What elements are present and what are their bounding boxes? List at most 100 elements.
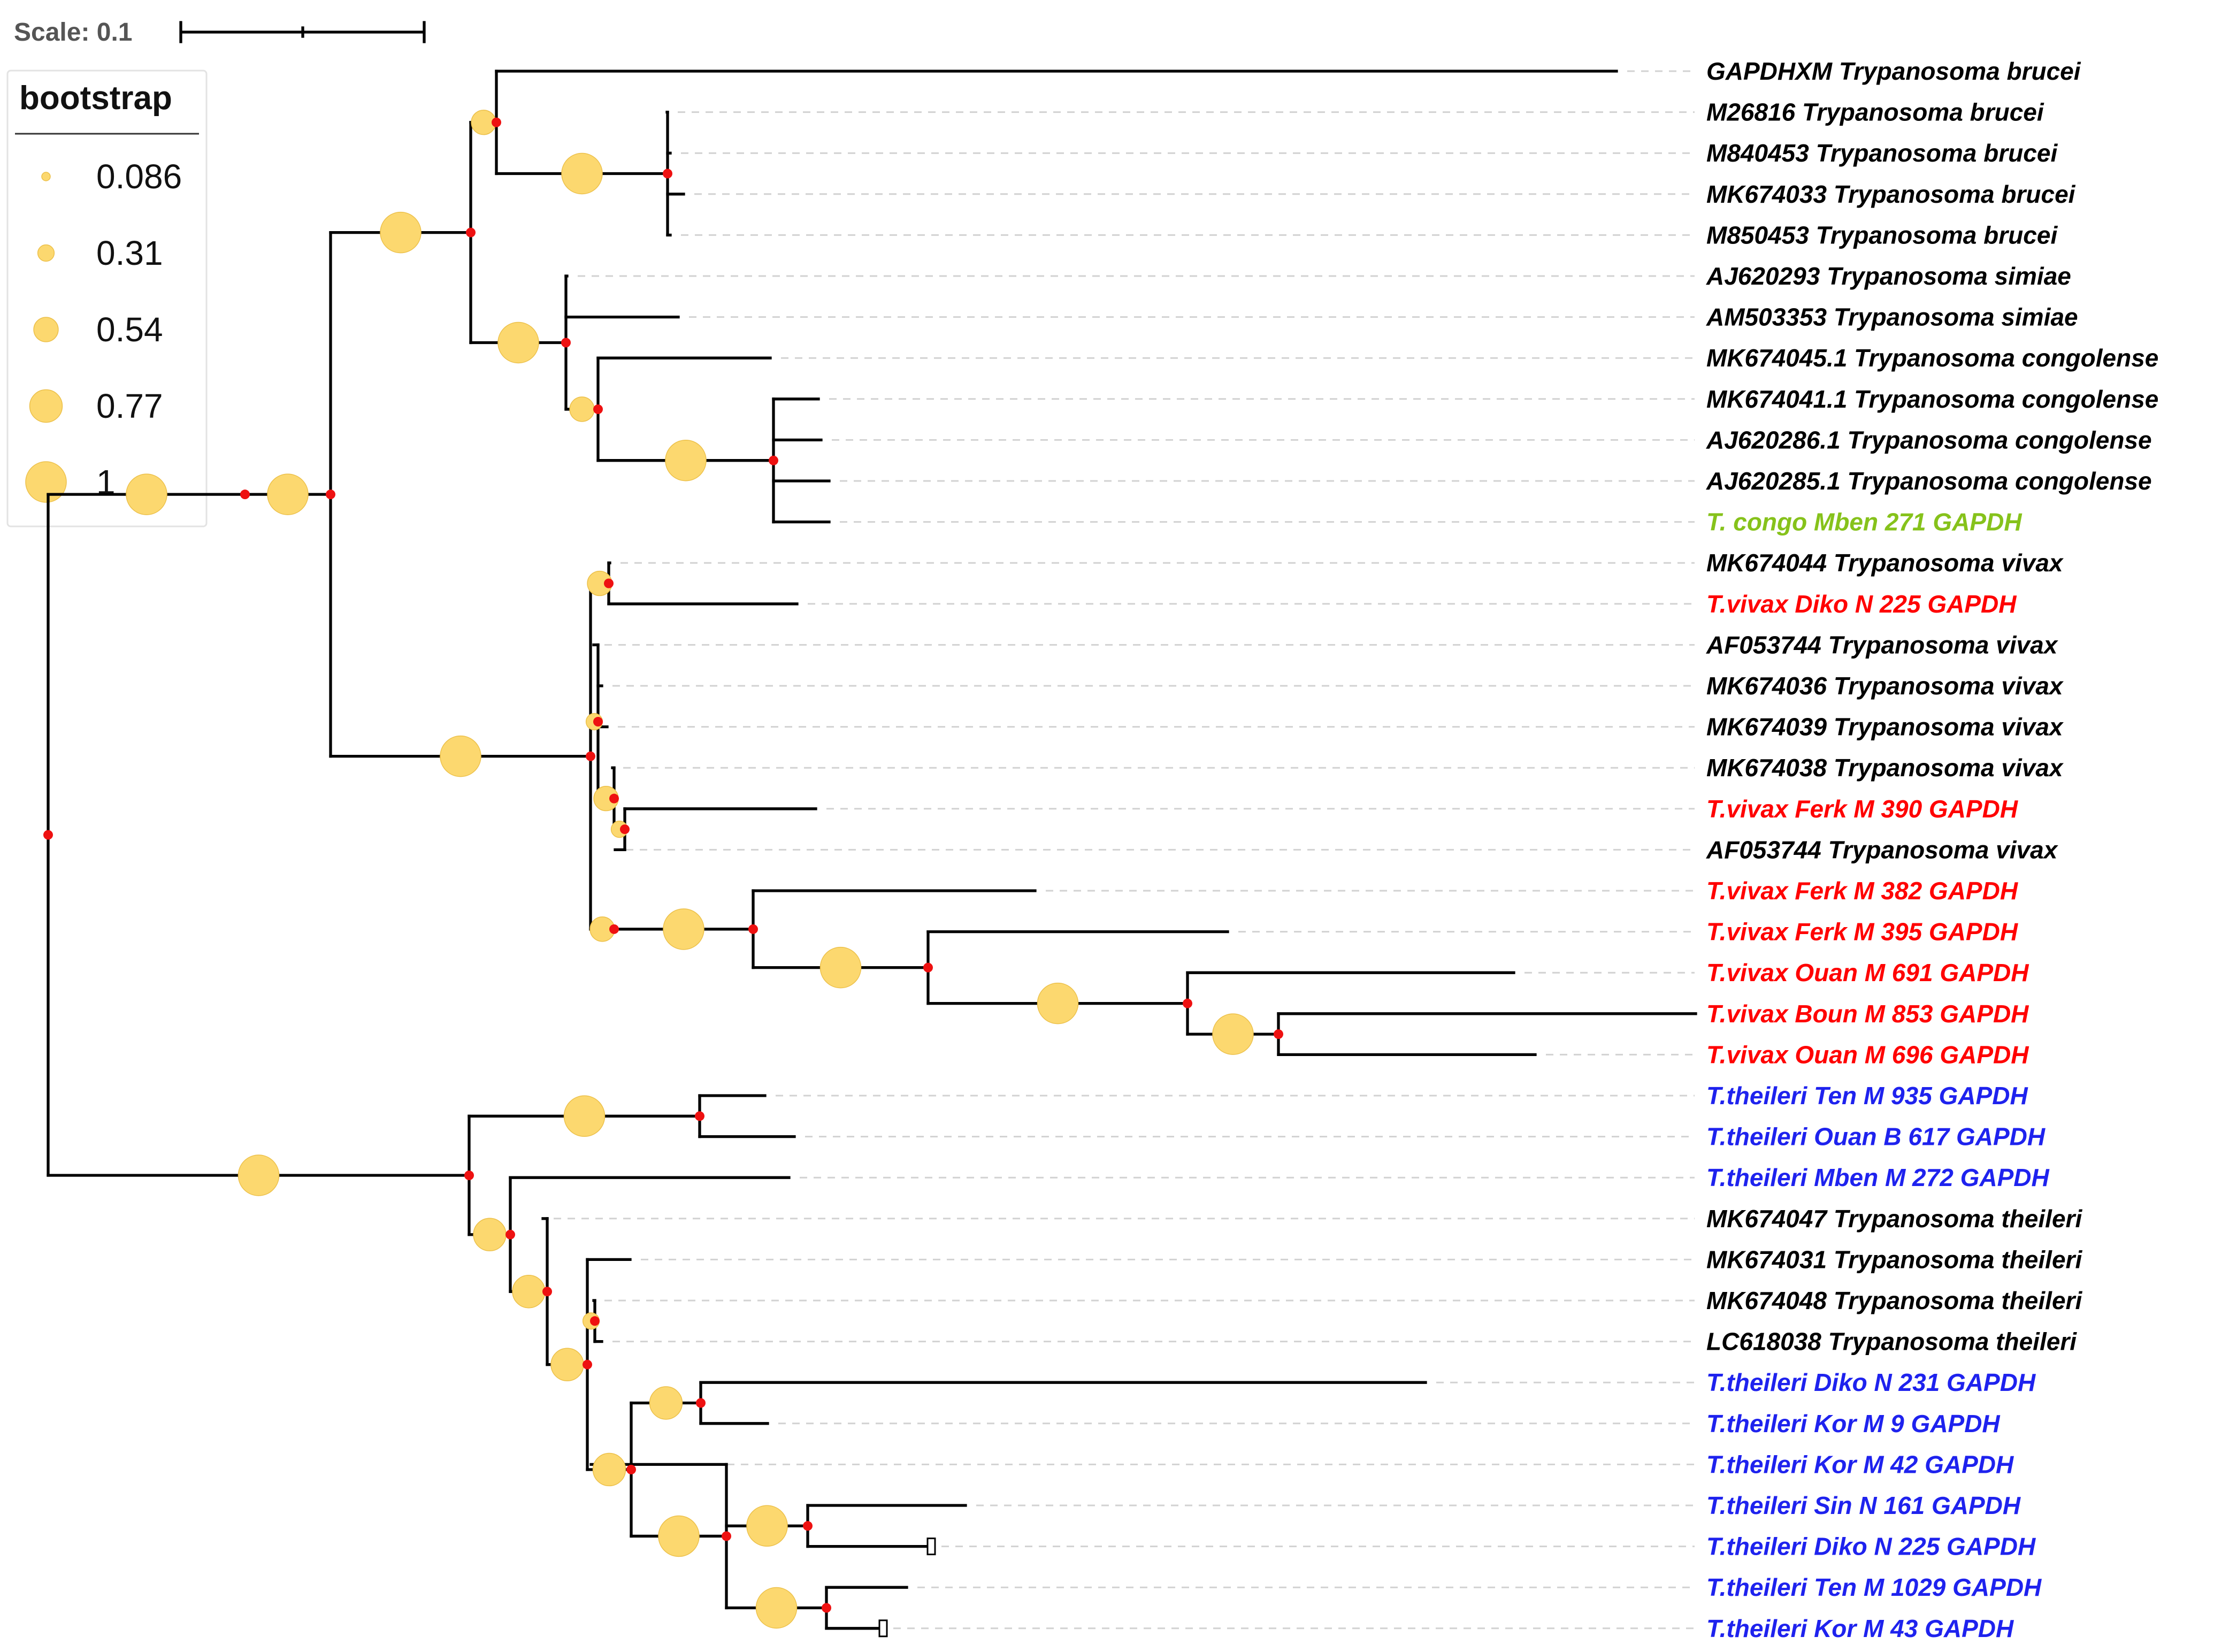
node-dot bbox=[466, 227, 476, 238]
bootstrap-circle bbox=[512, 1275, 546, 1309]
tip-label: AF053744 Trypanosoma vivax bbox=[1706, 836, 2059, 863]
bootstrap-circle bbox=[267, 473, 309, 515]
bootstrap-circle bbox=[473, 1218, 507, 1251]
tip-labels: GAPDHXM Trypanosoma brucei M26816 Trypano… bbox=[1706, 57, 2158, 1642]
node-dot bbox=[923, 962, 933, 973]
node-dot bbox=[590, 1316, 600, 1326]
tip-label: MK674039 Trypanosoma vivax bbox=[1706, 713, 2064, 741]
node-dot bbox=[620, 824, 630, 835]
tip-label: MK674041.1 Trypanosoma congolense bbox=[1706, 385, 2158, 413]
legend-label: 0.77 bbox=[96, 387, 163, 425]
bootstrap-circle bbox=[569, 396, 595, 422]
node-dot bbox=[695, 1111, 704, 1121]
tip-label: T.vivax Diko N 225 GAPDH bbox=[1706, 590, 2017, 618]
legend-circle bbox=[41, 172, 51, 181]
node-dot bbox=[609, 924, 619, 934]
node-dot bbox=[43, 830, 53, 840]
node-dot bbox=[626, 1464, 636, 1474]
tip-label: MK674038 Trypanosoma vivax bbox=[1706, 754, 2064, 782]
node-dot bbox=[240, 490, 250, 500]
bootstrap-circle bbox=[1212, 1013, 1254, 1055]
tip-label: M840453 Trypanosoma brucei bbox=[1706, 139, 2058, 167]
tip-label: MK674036 Trypanosoma vivax bbox=[1706, 672, 2064, 700]
node-dot bbox=[464, 1171, 474, 1181]
bootstrap-circle bbox=[440, 735, 481, 777]
branches bbox=[47, 70, 1697, 1638]
tip-label: T.vivax Ferk M 395 GAPDH bbox=[1706, 918, 2018, 946]
legend-label: 0.54 bbox=[96, 310, 163, 349]
legend-circle bbox=[37, 244, 55, 262]
node-dot bbox=[492, 117, 501, 127]
bootstrap-circle bbox=[1037, 982, 1079, 1024]
bootstrap-circle bbox=[126, 473, 167, 515]
node-dot bbox=[1274, 1029, 1283, 1039]
scale-label: Scale: 0.1 bbox=[14, 18, 132, 47]
bootstrap-circle bbox=[658, 1515, 700, 1557]
tip-label: T.theileri Sin N 161 GAPDH bbox=[1706, 1492, 2021, 1519]
tip-label: T.theileri Diko N 231 GAPDH bbox=[1706, 1368, 2036, 1396]
bootstrap-circle bbox=[819, 946, 862, 989]
tip-label: AJ620293 Trypanosoma simiae bbox=[1706, 262, 2071, 290]
node-dot bbox=[1183, 998, 1192, 1008]
node-dot bbox=[561, 338, 571, 348]
bootstrap-circle bbox=[563, 1095, 606, 1137]
tip-label: T.theileri Mben M 272 GAPDH bbox=[1706, 1164, 2049, 1191]
node-dot bbox=[722, 1531, 731, 1541]
tip-label: T.vivax Ferk M 390 GAPDH bbox=[1706, 795, 2018, 823]
node-dot bbox=[326, 490, 335, 500]
tip-label: AM503353 Trypanosoma simiae bbox=[1706, 303, 2078, 331]
node-dot bbox=[542, 1287, 552, 1297]
node-markers bbox=[43, 117, 1283, 1613]
tip-marker-box bbox=[926, 1538, 936, 1556]
tip-marker-box bbox=[878, 1619, 888, 1638]
tip-label: MK674031 Trypanosoma theileri bbox=[1706, 1245, 2082, 1273]
tip-label: MK674033 Trypanosoma brucei bbox=[1706, 180, 2076, 208]
tip-label: AF053744 Trypanosoma vivax bbox=[1706, 631, 2059, 659]
node-dot bbox=[505, 1229, 515, 1240]
node-dot bbox=[769, 455, 778, 465]
legend-box bbox=[6, 70, 208, 527]
tip-label: MK674047 Trypanosoma theileri bbox=[1706, 1205, 2082, 1233]
node-dot bbox=[748, 924, 758, 934]
tip-label: T. congo Mben 271 GAPDH bbox=[1706, 508, 2022, 536]
node-dot bbox=[663, 169, 672, 179]
bootstrap-circle bbox=[380, 211, 422, 254]
bootstrap-circle bbox=[755, 1587, 798, 1629]
legend-circle bbox=[29, 389, 63, 423]
tip-label: T.theileri Kor M 9 GAPDH bbox=[1706, 1410, 2000, 1437]
tip-label: MK674048 Trypanosoma theileri bbox=[1706, 1287, 2082, 1314]
node-dot bbox=[609, 793, 619, 804]
node-dot bbox=[593, 717, 603, 727]
scale-bar: Scale: 0.1 bbox=[14, 18, 426, 47]
tip-label: T.theileri Ten M 935 GAPDH bbox=[1706, 1082, 2028, 1110]
tip-label: T.theileri Ten M 1029 GAPDH bbox=[1706, 1573, 2042, 1601]
tip-label: M26816 Trypanosoma brucei bbox=[1706, 98, 2044, 126]
node-dot bbox=[583, 1359, 592, 1370]
tip-label: T.vivax Ouan M 696 GAPDH bbox=[1706, 1041, 2029, 1068]
tip-label: AJ620286.1 Trypanosoma congolense bbox=[1706, 426, 2152, 454]
tip-label: MK674044 Trypanosoma vivax bbox=[1706, 549, 2064, 577]
tip-label: T.theileri Ouan B 617 GAPDH bbox=[1706, 1123, 2046, 1151]
scale-bar-line bbox=[179, 21, 426, 43]
node-dot bbox=[604, 578, 614, 588]
bootstrap-circle bbox=[550, 1348, 584, 1381]
bootstrap-circles bbox=[126, 110, 1254, 1629]
node-dot bbox=[696, 1398, 706, 1408]
tip-label: AJ620285.1 Trypanosoma congolense bbox=[1706, 467, 2152, 495]
node-dot bbox=[586, 751, 595, 761]
bootstrap-circle bbox=[665, 439, 707, 481]
bootstrap-circle bbox=[497, 322, 539, 364]
bootstrap-circle bbox=[561, 152, 603, 195]
tip-label: T.theileri Kor M 43 GAPDH bbox=[1706, 1615, 2014, 1642]
legend-label: 0.31 bbox=[96, 234, 163, 272]
bootstrap-circle bbox=[649, 1386, 683, 1420]
node-dot bbox=[803, 1521, 813, 1531]
tip-label: LC618038 Trypanosoma theileri bbox=[1706, 1328, 2077, 1356]
tip-label: T.vivax Ouan M 691 GAPDH bbox=[1706, 959, 2029, 986]
legend-label: 0.086 bbox=[96, 157, 182, 196]
tip-guides bbox=[554, 70, 1695, 1630]
legend-circle bbox=[33, 317, 59, 342]
node-dot bbox=[593, 404, 603, 414]
